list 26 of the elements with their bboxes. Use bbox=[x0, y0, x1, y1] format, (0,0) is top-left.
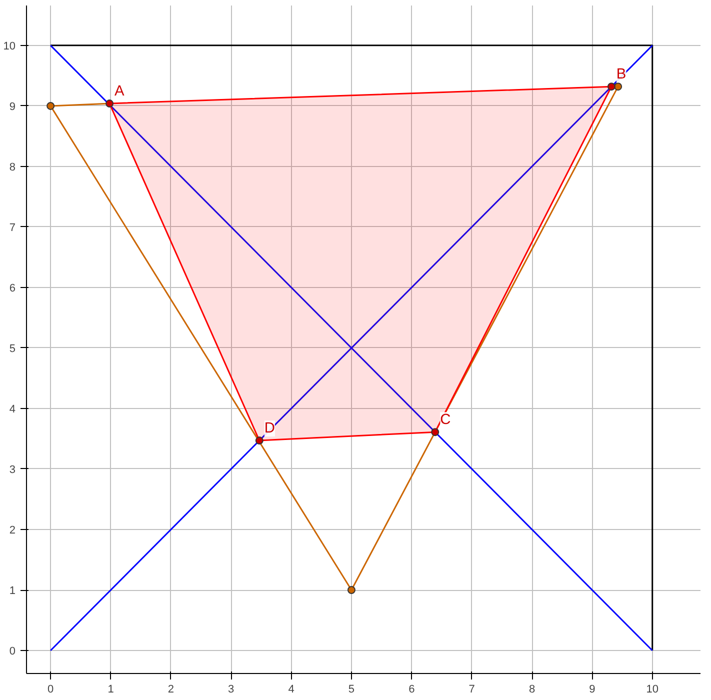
x-tick-label: 1 bbox=[108, 684, 114, 696]
annotation: A bbox=[114, 84, 125, 100]
x-tick-label: 4 bbox=[288, 684, 294, 696]
y-tick-label: 3 bbox=[9, 464, 16, 476]
y-tick-label: 2 bbox=[9, 524, 16, 536]
y-tick-label: 10 bbox=[3, 40, 16, 52]
y-tick-label: 4 bbox=[9, 403, 16, 416]
y-tick-label: 7 bbox=[9, 222, 16, 234]
annotation: C bbox=[440, 412, 452, 428]
x-tick-label: 0 bbox=[48, 684, 54, 696]
y-tick-label: 5 bbox=[9, 342, 16, 355]
y-tick-label: 9 bbox=[9, 100, 16, 113]
x-tick-label: 2 bbox=[168, 684, 174, 696]
x-tick-label: 7 bbox=[468, 684, 475, 696]
annotation: B bbox=[616, 66, 626, 83]
annotation: D bbox=[264, 420, 275, 437]
x-tick-label: 3 bbox=[228, 684, 234, 696]
y-tick-label: 8 bbox=[9, 161, 16, 174]
x-tick-label: 6 bbox=[408, 684, 415, 696]
x-tick-label: 9 bbox=[589, 684, 596, 696]
x-tick-label: 10 bbox=[646, 684, 658, 696]
x-tick-label: 5 bbox=[348, 684, 355, 696]
y-tick-label: 1 bbox=[9, 585, 16, 597]
y-tick-label: 0 bbox=[9, 646, 16, 658]
y-tick-label: 6 bbox=[9, 282, 16, 294]
x-tick-label: 8 bbox=[528, 684, 536, 696]
